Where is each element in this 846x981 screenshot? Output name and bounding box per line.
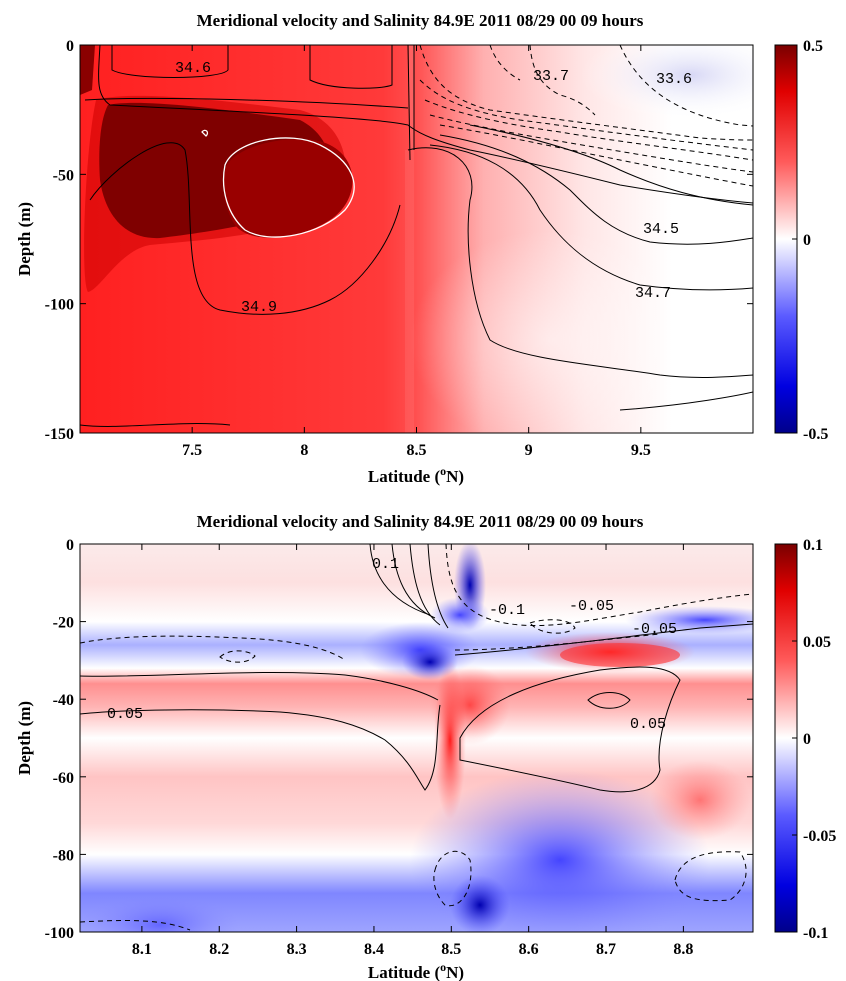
contour-label: -0.05 [569,598,614,615]
top-x-axis-label: Latitude (oN) [368,464,464,486]
contour-label: -0.05 [632,621,677,638]
bottom-plot-area [80,544,753,932]
bottom-plot-frame [79,543,754,933]
top-panel-title: Meridional velocity and Salinity 84.9E 2… [197,11,644,30]
bottom-dashed-contours [80,544,753,931]
y-tick-label: -80 [53,847,74,864]
bottom-y-ticks: 0 -20 -40 -60 -80 -100 [45,537,753,942]
top-panel: Meridional velocity and Salinity 84.9E 2… [15,11,828,486]
x-tick-label: 8.5 [441,941,461,958]
colorbar-tick-label: 0 [803,232,811,249]
colorbar-tick-label: 0.05 [803,634,831,651]
x-tick-label: 8.1 [132,941,152,958]
x-tick-label: 8.6 [519,941,539,958]
top-y-axis-label: Depth (m) [15,202,34,276]
y-tick-label: -150 [45,426,74,443]
y-tick-label: -50 [53,167,74,184]
x-tick-label: 8.4 [364,941,384,958]
colorbar-tick-label: 0 [803,731,811,748]
y-tick-label: -100 [45,925,74,942]
top-plot-area [80,45,753,433]
contour-label: 34.7 [635,285,671,302]
bottom-panel-title: Meridional velocity and Salinity 84.9E 2… [197,512,644,531]
top-colorbar-ticks: 0.5 0 -0.5 [792,38,828,443]
y-tick-label: -20 [53,615,74,632]
x-tick-label: 8.3 [287,941,307,958]
top-white-contours [201,129,355,238]
colorbar-tick-label: -0.5 [803,426,828,443]
top-x-ticks: 7.5 8 8.5 9 9.5 [182,45,651,459]
x-tick-label: 8.7 [596,941,616,958]
contour-label: -0.1 [489,602,525,619]
contour-label: 34.5 [643,221,679,238]
top-contour-labels: 34.6 33.7 33.6 34.5 34.7 34.9 [175,60,692,316]
contour-label: 0.1 [372,556,399,573]
top-salinity-contours [80,45,753,427]
x-tick-label: 9 [525,442,533,459]
bottom-x-axis-label: Latitude (oN) [368,960,464,981]
contour-label: 33.7 [533,68,569,85]
y-tick-label: -100 [45,297,74,314]
contour-label: 33.6 [656,71,692,88]
bottom-contour-labels: 0.1 -0.1 -0.05 -0.05 0.05 0.05 [107,556,677,733]
y-tick-label: 0 [66,38,74,55]
bottom-panel: Meridional velocity and Salinity 84.9E 2… [15,512,836,981]
colorbar-tick-label: 0.1 [803,537,823,554]
y-tick-label: -40 [53,692,74,709]
bottom-colorbar-ticks: 0.1 0.05 0 -0.05 -0.1 [792,537,836,942]
colorbar-tick-label: -0.1 [803,925,828,942]
x-tick-label: 7.5 [182,442,202,459]
contour-label: 34.6 [175,60,211,77]
x-tick-label: 9.5 [631,442,651,459]
contour-label: 34.9 [241,299,277,316]
bottom-x-ticks: 8.1 8.2 8.3 8.4 8.5 8.6 8.7 8.8 [132,544,693,958]
x-tick-label: 8.8 [673,941,693,958]
x-tick-label: 8.5 [407,442,427,459]
x-tick-label: 8 [300,442,308,459]
contour-label: 0.05 [630,716,666,733]
x-tick-label: 8.2 [209,941,229,958]
contour-label: 0.05 [107,706,143,723]
bottom-y-axis-label: Depth (m) [15,701,34,775]
colorbar-tick-label: -0.05 [803,828,836,845]
top-y-ticks: 0 -50 -100 -150 [45,38,753,443]
y-tick-label: 0 [66,537,74,554]
colorbar-tick-label: 0.5 [803,38,823,55]
top-dashed-contours [419,45,753,187]
y-tick-label: -60 [53,770,74,787]
